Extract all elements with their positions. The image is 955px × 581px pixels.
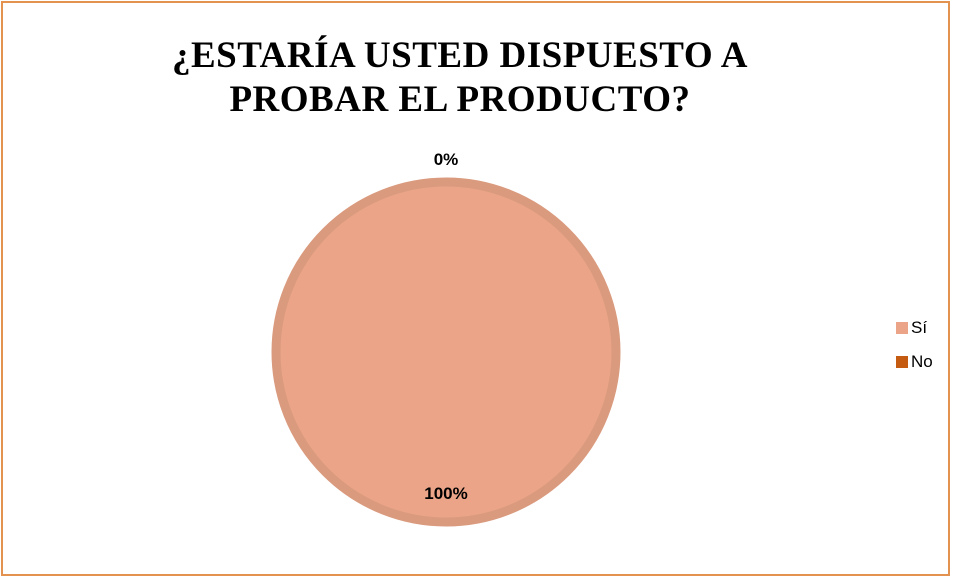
chart-legend: Sí No	[896, 318, 933, 386]
data-label-no: 0%	[434, 150, 459, 169]
chart-title-line-1: ¿ESTARÍA USTED DISPUESTO A	[171, 35, 749, 76]
legend-swatch-si	[896, 322, 908, 334]
legend-swatch-no	[896, 356, 908, 368]
legend-item-si: Sí	[896, 318, 933, 338]
data-label-si: 100%	[424, 484, 467, 503]
chart-title-line-2: PROBAR EL PRODUCTO?	[229, 79, 691, 120]
pie-slice-si	[271, 177, 621, 527]
legend-label-si: Sí	[911, 318, 928, 337]
legend-label-no: No	[911, 352, 933, 371]
chart-title: ¿ESTARÍA USTED DISPUESTO A PROBAR EL PRO…	[0, 34, 920, 122]
legend-item-no: No	[896, 352, 933, 372]
